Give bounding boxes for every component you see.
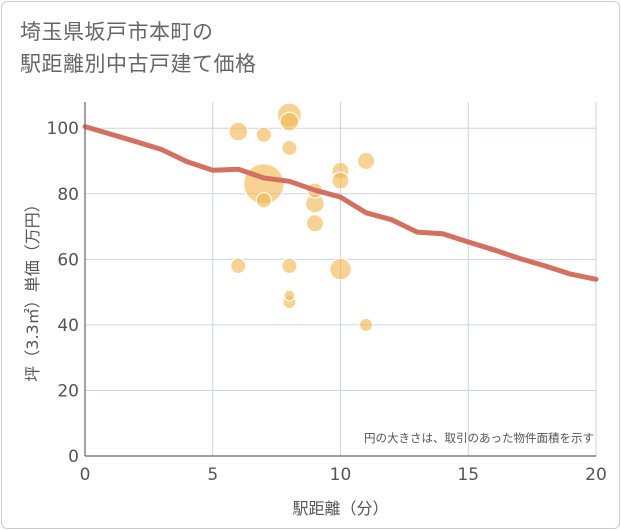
x-tick-label: 5 — [207, 465, 218, 485]
trend-line-group — [82, 124, 599, 282]
x-tick-label: 15 — [457, 465, 479, 485]
scatter-point — [255, 192, 273, 209]
scatter-point — [305, 214, 325, 233]
x-axis-label: 駅距離（分） — [292, 499, 388, 518]
y-tick-label: 100 — [47, 119, 79, 139]
chart-title: 埼玉県坂戸市本町の 駅距離別中古戸建て価格 — [20, 16, 257, 80]
scatter-point — [331, 171, 350, 190]
x-tick-label: 10 — [330, 465, 352, 485]
scatter-point — [279, 111, 300, 132]
scatter-point — [283, 289, 296, 302]
scatter-point — [329, 257, 352, 281]
size-note: 円の大きさは、取引のあった物件面積を示す — [364, 431, 594, 445]
scatter-point — [255, 126, 273, 144]
y-axis-label: 坪（3.3㎡）単価（万円） — [23, 196, 42, 381]
y-tick-label: 80 — [57, 185, 79, 205]
chart-title-line-2: 駅距離別中古戸建て価格 — [20, 52, 257, 76]
y-tick-label: 60 — [57, 250, 79, 270]
scatter-point — [230, 257, 247, 275]
scatter-point — [358, 317, 374, 333]
scatter-bubbles — [228, 102, 376, 333]
x-tick-label: 0 — [80, 465, 91, 485]
scatter-point — [281, 139, 298, 157]
scatter-point — [281, 257, 298, 275]
y-tick-label: 0 — [68, 447, 79, 467]
y-tick-label: 20 — [57, 381, 79, 401]
chart-title-line-1: 埼玉県坂戸市本町の — [20, 20, 214, 44]
x-tick-label: 20 — [585, 465, 607, 485]
y-tick-label: 40 — [57, 316, 79, 336]
trend-line — [82, 124, 599, 282]
scatter-point — [228, 121, 249, 142]
axes — [84, 102, 596, 457]
tick-labels: 0 5 10 15 20 0 20 40 60 80 100 — [47, 119, 607, 485]
scatter-point — [356, 151, 376, 171]
